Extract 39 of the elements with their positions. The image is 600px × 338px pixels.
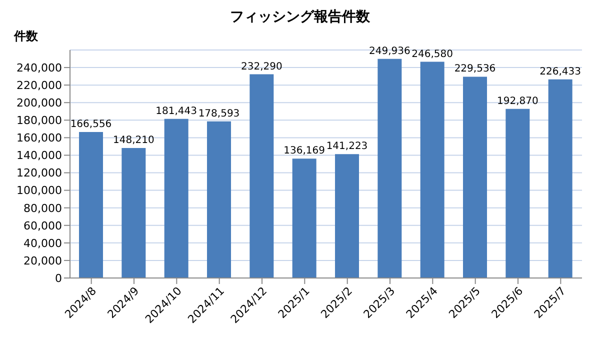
bar — [335, 154, 359, 278]
bar — [122, 148, 146, 278]
y-tick-label: 100,000 — [16, 184, 62, 198]
data-label: 226,433 — [540, 66, 582, 78]
data-label: 246,580 — [412, 48, 454, 60]
bar — [506, 108, 530, 278]
y-tick-label: 180,000 — [16, 114, 62, 128]
y-tick-label: 200,000 — [16, 96, 62, 110]
bar — [378, 58, 402, 278]
y-tick-label: 120,000 — [16, 166, 62, 180]
y-tick-label: 40,000 — [24, 236, 62, 250]
bar — [292, 158, 316, 278]
bar — [548, 79, 572, 278]
bar — [164, 118, 188, 278]
data-label: 181,443 — [156, 106, 198, 117]
chart-title: フィッシング報告件数 — [229, 8, 371, 27]
data-label: 166,556 — [70, 118, 112, 130]
y-tick-label: 240,000 — [16, 61, 62, 74]
data-label: 141,223 — [326, 141, 368, 152]
y-tick-label: 0 — [55, 272, 62, 285]
y-axis-title: 件数 — [14, 28, 38, 45]
data-label: 249,936 — [368, 46, 410, 57]
y-tick-label: 80,000 — [24, 202, 62, 215]
bar — [250, 74, 274, 278]
data-label: 136,169 — [284, 146, 326, 157]
bar — [207, 121, 231, 278]
y-tick-label: 220,000 — [16, 78, 62, 92]
bar — [79, 132, 103, 278]
y-tick-label: 140,000 — [16, 149, 62, 162]
data-label: 232,290 — [240, 61, 282, 72]
y-tick-label: 20,000 — [24, 254, 62, 268]
data-label: 229,536 — [454, 64, 496, 75]
data-label: 148,210 — [112, 135, 154, 146]
y-tick-label: 60,000 — [24, 219, 62, 232]
bar — [420, 62, 444, 278]
data-label: 192,870 — [496, 96, 538, 107]
bar — [463, 76, 487, 278]
data-label: 178,593 — [198, 108, 240, 120]
y-tick-label: 160,000 — [16, 132, 62, 145]
